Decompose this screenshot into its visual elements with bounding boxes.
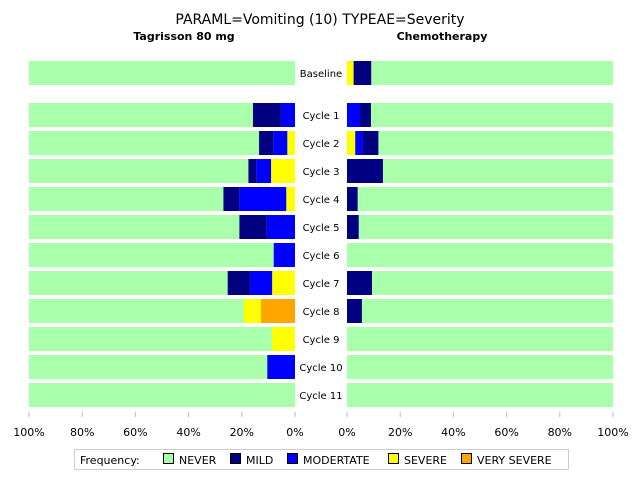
tick-label: 60% [494, 426, 518, 439]
bar-mild [362, 131, 379, 155]
tick-label: 40% [176, 426, 200, 439]
legend-swatch [287, 453, 298, 464]
bar-mild [347, 215, 359, 239]
bar-mild [227, 271, 251, 295]
bar-severe [243, 299, 261, 323]
legend-swatch [230, 453, 241, 464]
tick-label: 60% [123, 426, 147, 439]
bar-mild [347, 271, 373, 295]
legend-label: MODERTATE [303, 454, 370, 467]
bar-severe [272, 327, 295, 351]
bar-mild [248, 159, 257, 183]
bar-modertate [280, 103, 295, 127]
category-label: Cycle 3 [303, 167, 340, 178]
bar-mild [353, 61, 372, 85]
bar-never [347, 215, 613, 239]
bar-modertate [266, 215, 295, 239]
bar-mild [239, 215, 267, 239]
legend-swatch [461, 453, 472, 464]
bar-mild [347, 159, 383, 183]
legend-swatch [388, 453, 399, 464]
legend-label: SEVERE [404, 454, 447, 467]
bar-mild [360, 103, 371, 127]
tick-label: 80% [70, 426, 94, 439]
bar-mild [252, 103, 281, 127]
bar-never [29, 243, 295, 267]
category-label: Cycle 6 [303, 251, 340, 262]
tick-label: 100% [13, 426, 44, 439]
bar-severe [347, 61, 354, 85]
bar-never [347, 61, 613, 85]
category-label: Cycle 1 [303, 111, 340, 122]
bar-modertate [267, 355, 295, 379]
bar-mild [347, 299, 362, 323]
bar-very-severe [260, 299, 295, 323]
legend-swatch [163, 453, 174, 464]
category-label: Cycle 4 [303, 195, 340, 206]
legend: Frequency: NEVER MILD MODERTATE SEVERE VERY S… [74, 449, 569, 470]
tick-label: 20% [230, 426, 254, 439]
bar-severe [287, 131, 295, 155]
bar-severe [286, 187, 295, 211]
legend-label: MILD [246, 454, 273, 467]
bar-never [347, 243, 613, 267]
bar-never [347, 159, 613, 183]
bar-never [29, 355, 295, 379]
bar-modertate [256, 159, 272, 183]
bar-never [29, 103, 295, 127]
category-label: Cycle 10 [299, 363, 342, 374]
bar-mild [223, 187, 240, 211]
bar-modertate [250, 271, 273, 295]
tick-label: 20% [388, 426, 412, 439]
category-label: Cycle 11 [299, 391, 342, 402]
panel-title-left: Tagrisson 80 mg [133, 30, 234, 43]
panel-title-right: Chemotherapy [397, 30, 488, 43]
bar-modertate [273, 131, 288, 155]
legend-box [74, 449, 569, 470]
bar-never [347, 103, 613, 127]
bar-mild [259, 131, 274, 155]
tick-label: 40% [441, 426, 465, 439]
bar-never [347, 327, 613, 351]
tick-label: 100% [597, 426, 628, 439]
category-label: Baseline [300, 69, 342, 80]
bar-modertate [239, 187, 287, 211]
bar-never [347, 131, 613, 155]
tick-label: 0% [286, 426, 303, 439]
bar-never [347, 271, 613, 295]
bar-never [347, 383, 613, 407]
bar-never [29, 131, 295, 155]
legend-title: Frequency: [80, 454, 140, 467]
bar-mild [347, 187, 358, 211]
category-label: Cycle 8 [303, 307, 340, 318]
category-label: Cycle 2 [303, 139, 340, 150]
bar-never [347, 299, 613, 323]
bar-never [347, 187, 613, 211]
category-label: Cycle 7 [303, 279, 340, 290]
bar-never [347, 355, 613, 379]
tick-label: 80% [548, 426, 572, 439]
bar-severe [347, 131, 356, 155]
category-label: Cycle 9 [303, 335, 340, 346]
bar-modertate [347, 103, 361, 127]
bar-severe [271, 159, 295, 183]
bar-modertate [273, 243, 295, 267]
legend-label: VERY SEVERE [477, 454, 552, 467]
bar-never [29, 327, 295, 351]
bar-severe [272, 271, 295, 295]
tick-label: 0% [338, 426, 355, 439]
bar-never [29, 61, 295, 85]
category-label: Cycle 5 [303, 223, 340, 234]
bar-modertate [355, 131, 363, 155]
legend-label: NEVER [179, 454, 217, 467]
chart-title: PARAML=Vomiting (10) TYPEAE=Severity [175, 12, 464, 28]
bar-never [29, 383, 295, 407]
